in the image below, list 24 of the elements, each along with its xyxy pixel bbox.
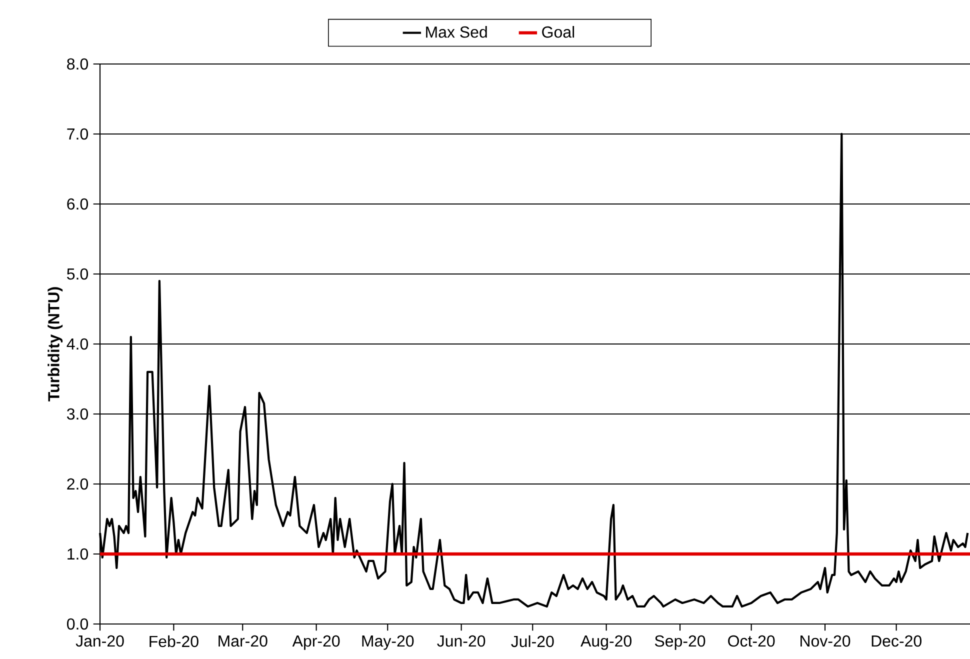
y-tick-label: 0.0 — [67, 618, 88, 630]
x-tick-label: Sep-20 — [654, 635, 706, 650]
x-tick-label: Dec-20 — [872, 635, 922, 647]
x-tick-label: Nov-20 — [800, 635, 850, 647]
x-tick-label: May-20 — [362, 635, 414, 650]
y-tick-label: 5.0 — [67, 268, 88, 280]
y-tick-label: 7.0 — [67, 128, 88, 140]
y-axis-title: Turbidity (NTU) — [48, 287, 63, 402]
y-tick-label: 1.0 — [68, 548, 88, 560]
x-tick-label: Jan-20 — [76, 635, 124, 647]
y-tick-label: 8.0 — [67, 58, 88, 70]
x-tick-label: Jul-20 — [511, 635, 554, 648]
legend-label: Goal — [542, 26, 574, 38]
x-tick-label: Mar-20 — [218, 635, 268, 647]
x-tick-label: Jun-20 — [437, 635, 486, 647]
legend-label: Max Sed — [426, 26, 487, 38]
x-tick-label: Feb-20 — [150, 635, 198, 648]
y-tick-label: 4.0 — [66, 338, 88, 350]
x-tick-label: Oct-20 — [728, 635, 775, 647]
x-tick-label: Aug-20 — [580, 635, 632, 650]
y-tick-label: 3.0 — [66, 408, 88, 420]
x-tick-label: Apr-20 — [292, 635, 340, 650]
y-tick-label: 2.0 — [67, 478, 88, 490]
y-tick-label: 6.0 — [67, 198, 88, 210]
